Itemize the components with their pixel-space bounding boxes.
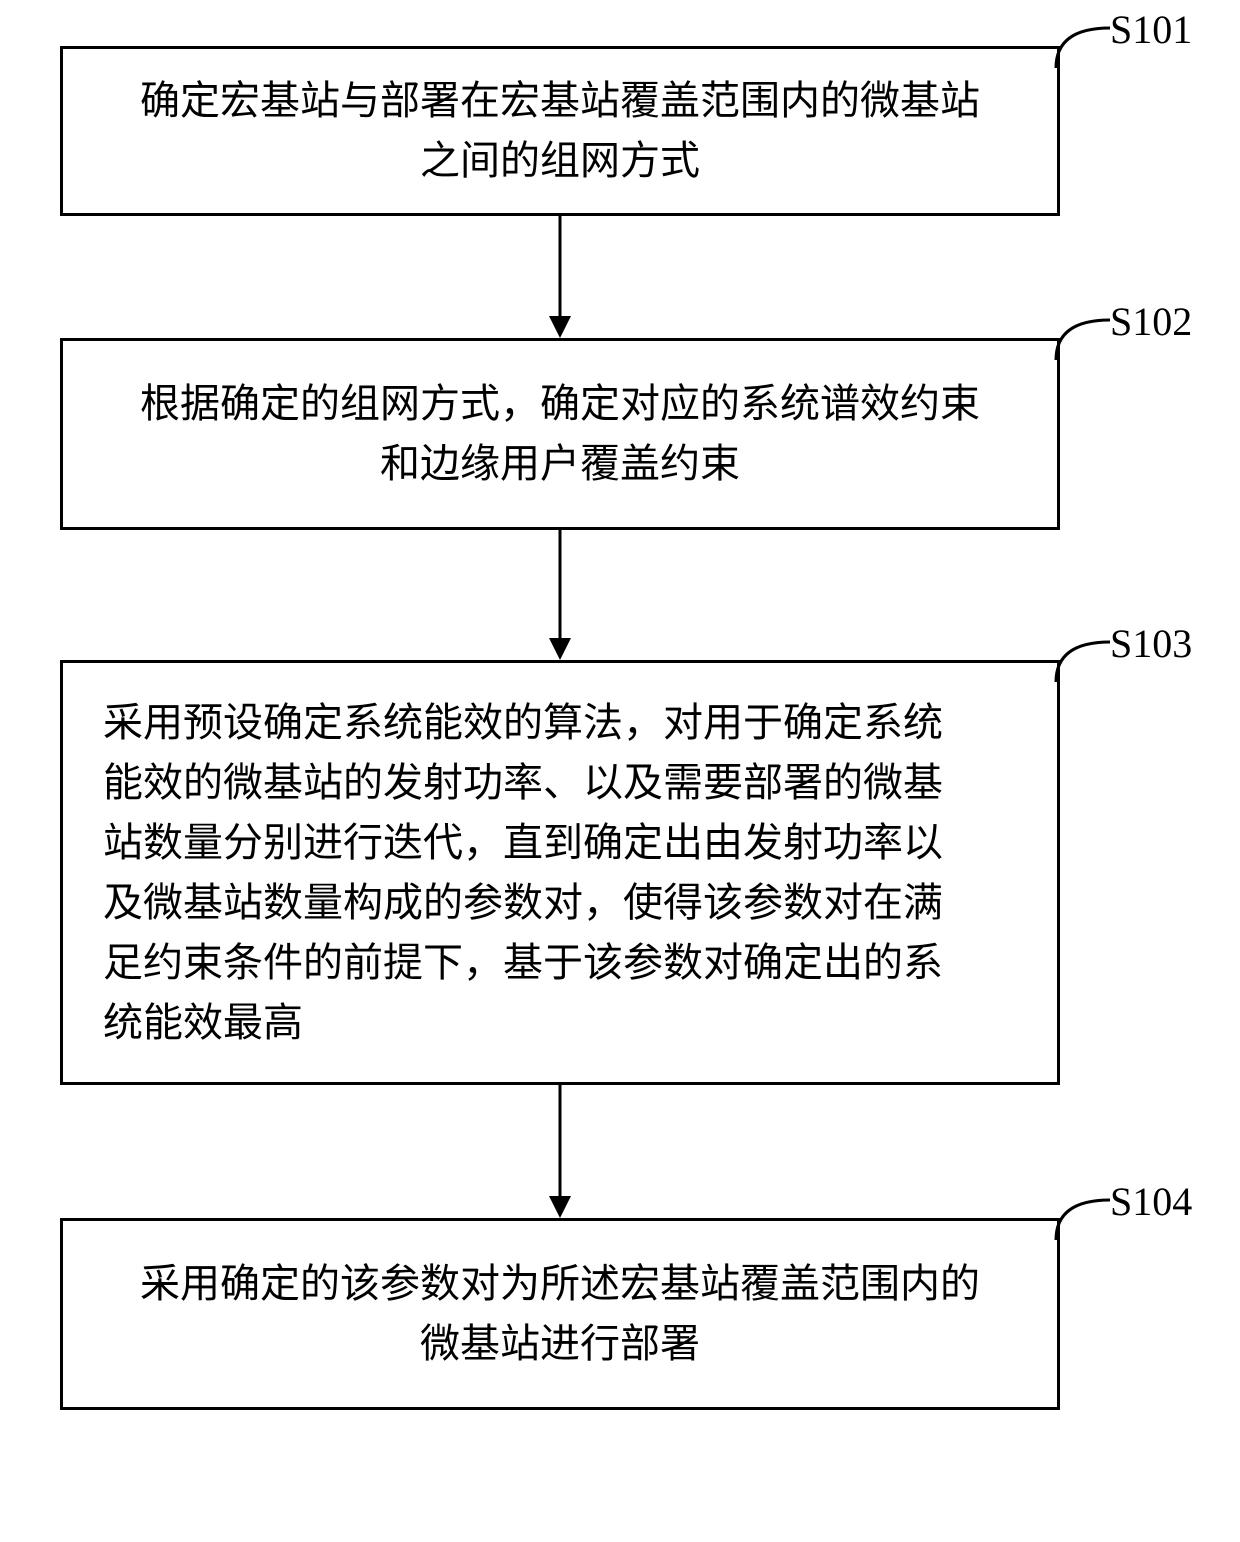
step-box-s102: 根据确定的组网方式，确定对应的系统谱效约束 和边缘用户覆盖约束 bbox=[60, 338, 1060, 530]
step-box-s103: 采用预设确定系统能效的算法，对用于确定系统 能效的微基站的发射功率、以及需要部署… bbox=[60, 660, 1060, 1085]
arrow-head-3 bbox=[549, 1196, 571, 1218]
flowchart-canvas: 确定宏基站与部署在宏基站覆盖范围内的微基站 之间的组网方式 S101 根据确定的… bbox=[0, 0, 1240, 1542]
step-label-s104: S104 bbox=[1110, 1178, 1192, 1225]
step-text-s102: 根据确定的组网方式，确定对应的系统谱效约束 和边缘用户覆盖约束 bbox=[140, 374, 980, 494]
step-box-s101: 确定宏基站与部署在宏基站覆盖范围内的微基站 之间的组网方式 bbox=[60, 46, 1060, 216]
step-text-s104: 采用确定的该参数对为所述宏基站覆盖范围内的 微基站进行部署 bbox=[140, 1254, 980, 1374]
step-label-s102: S102 bbox=[1110, 298, 1192, 345]
arrow-head-1 bbox=[549, 316, 571, 338]
arrow-line-1 bbox=[559, 216, 562, 316]
arrow-line-3 bbox=[559, 1085, 562, 1196]
step-text-s101: 确定宏基站与部署在宏基站覆盖范围内的微基站 之间的组网方式 bbox=[140, 71, 980, 191]
arrow-line-2 bbox=[559, 530, 562, 638]
step-box-s104: 采用确定的该参数对为所述宏基站覆盖范围内的 微基站进行部署 bbox=[60, 1218, 1060, 1410]
step-label-s101: S101 bbox=[1110, 6, 1192, 53]
arrow-head-2 bbox=[549, 638, 571, 660]
step-label-s103: S103 bbox=[1110, 620, 1192, 667]
step-text-s103: 采用预设确定系统能效的算法，对用于确定系统 能效的微基站的发射功率、以及需要部署… bbox=[103, 693, 943, 1053]
